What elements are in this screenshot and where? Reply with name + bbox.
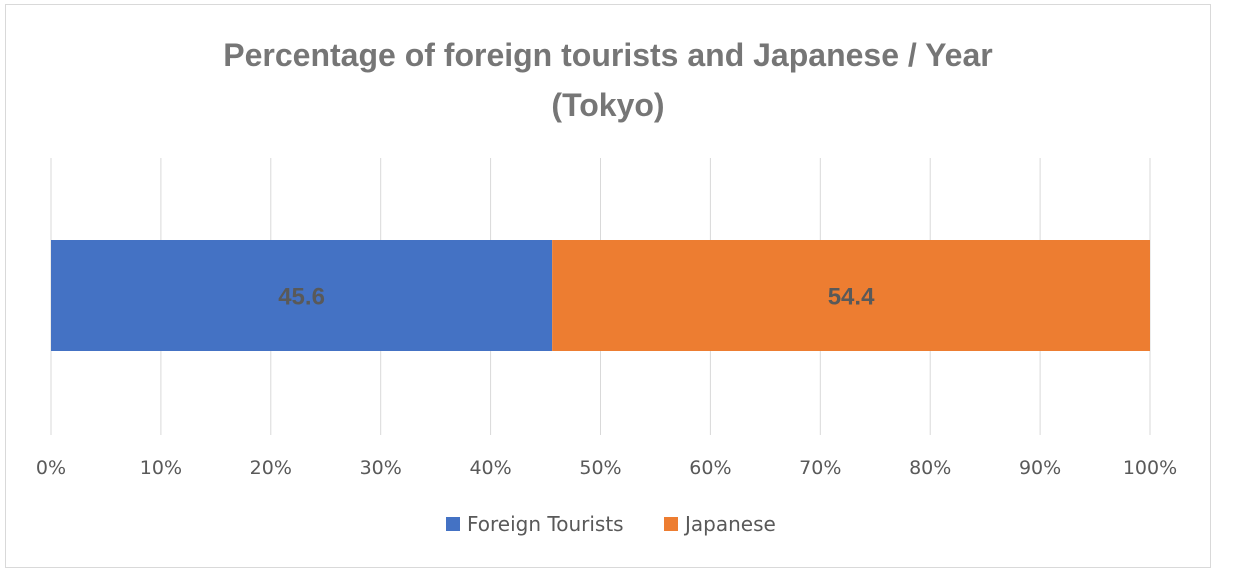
x-tick-label: 50%	[579, 457, 621, 479]
legend: Foreign Tourists Japanese	[446, 512, 776, 536]
x-tick-label: 80%	[909, 457, 951, 479]
x-tick-label: 40%	[469, 457, 511, 479]
data-label: 54.4	[828, 284, 875, 311]
chart-title-line-2: (Tokyo)	[551, 87, 665, 123]
chart-title: Percentage of foreign tourists and Japan…	[5, 30, 1211, 130]
x-tick-label: 60%	[689, 457, 731, 479]
legend-swatch	[664, 517, 678, 531]
bar-segment	[552, 240, 1150, 351]
x-tick-label: 0%	[36, 457, 66, 479]
legend-label: Foreign Tourists	[467, 512, 624, 536]
legend-swatch	[446, 517, 460, 531]
data-label: 45.6	[278, 284, 325, 311]
x-tick-label: 10%	[140, 457, 182, 479]
x-tick-label: 90%	[1019, 457, 1061, 479]
x-tick-label: 100%	[1123, 457, 1177, 479]
bars: 45.6 54.4	[51, 240, 1150, 351]
x-tick-label: 20%	[250, 457, 292, 479]
bar-segment	[51, 240, 553, 351]
chart-title-line-1: Percentage of foreign tourists and Japan…	[223, 37, 993, 73]
x-tick-label: 70%	[799, 457, 841, 479]
x-tick-labels: 0% 10% 20% 30% 40% 50% 60% 70% 80% 90% 100%	[36, 457, 1177, 479]
legend-label: Japanese	[683, 512, 776, 536]
x-tick-label: 30%	[360, 457, 402, 479]
